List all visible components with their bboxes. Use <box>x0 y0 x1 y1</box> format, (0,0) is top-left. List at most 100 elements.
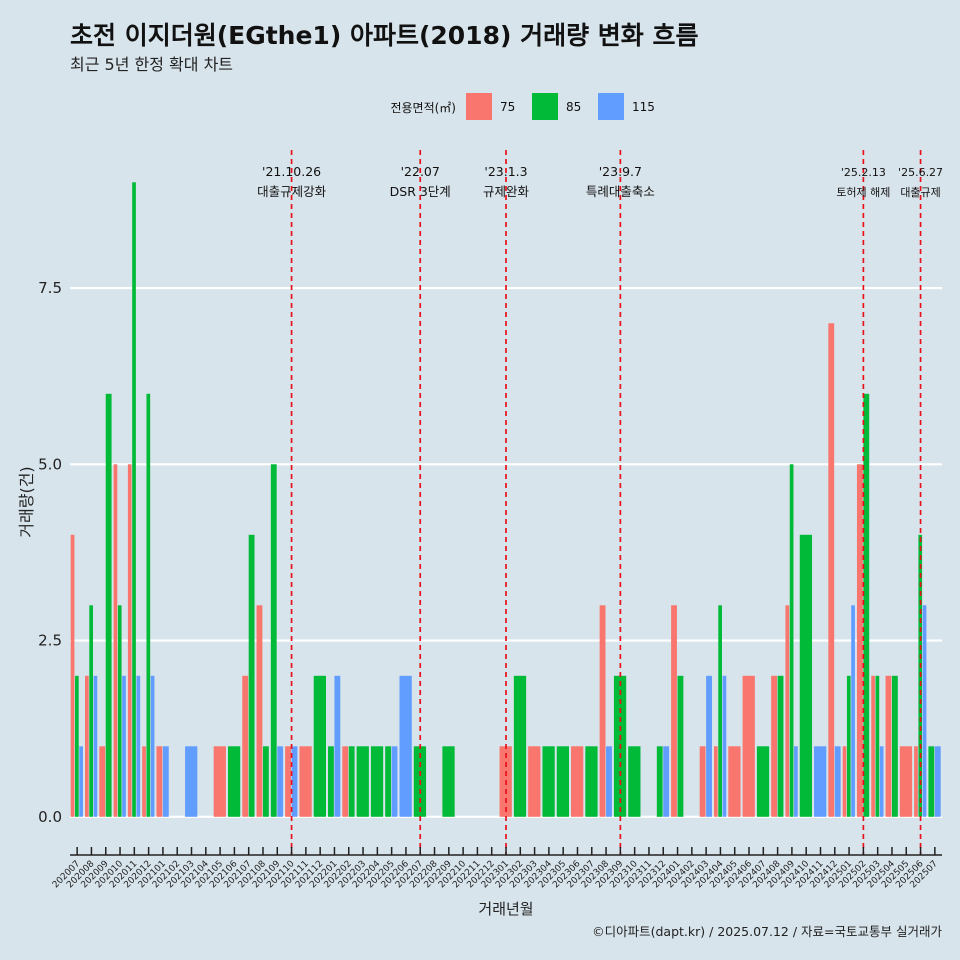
event-annotations: '21.10.26 대출규제강화 '22.07 DSR 3단계 '23.1.3 규제완화 '… <box>257 150 943 855</box>
legend-label: 75 <box>500 100 515 114</box>
event-date: '23.9.7 <box>599 164 642 179</box>
bar-75-202107 <box>242 675 249 817</box>
bar-85-202204 <box>370 746 384 817</box>
bar-75-202010 <box>113 464 118 817</box>
bar-115-202308 <box>606 746 612 817</box>
bar-85-202202 <box>348 746 355 817</box>
bar-85-202305 <box>556 746 570 817</box>
bar-75-202403 <box>699 746 706 817</box>
bars <box>70 182 941 817</box>
bar-85-202302 <box>513 675 527 817</box>
bar-115-202409 <box>794 746 798 817</box>
bar-85-202310 <box>628 746 641 817</box>
bar-75-202406 <box>742 675 755 817</box>
y-tick-label: 5.0 <box>38 455 62 473</box>
bar-115-202507 <box>934 746 941 817</box>
bar-75-202007 <box>70 534 75 817</box>
bar-75-202408 <box>771 675 778 817</box>
bar-85-202507 <box>928 746 935 817</box>
bar-75-202202 <box>342 746 349 817</box>
event-label: 대출규제강화 <box>257 184 327 199</box>
bar-85-202203 <box>356 746 369 817</box>
y-axis: 0.0 2.5 5.0 7.5 <box>38 279 62 826</box>
bar-75-202308 <box>599 605 606 817</box>
bar-85-202205 <box>385 746 392 817</box>
bar-75-202306 <box>571 746 584 817</box>
caption: ©디아파트(dapt.kr) / 2025.07.12 / 자료=국토교통부 실… <box>592 924 942 939</box>
bar-85-202007 <box>75 675 79 817</box>
y-axis-label: 거래량(건) <box>17 466 36 537</box>
bar-75-202111 <box>299 746 312 817</box>
bar-85-202012 <box>146 393 151 817</box>
bar-115-202412 <box>834 746 841 817</box>
bar-85-202201 <box>328 746 334 817</box>
bar-85-202112 <box>313 675 326 817</box>
bar-85-202011 <box>132 182 136 817</box>
bar-115-202411 <box>814 746 827 817</box>
bar-115-202012 <box>150 675 155 817</box>
legend: 전용면적(㎡) 75 85 115 <box>390 93 655 120</box>
bar-85-202108 <box>262 746 269 817</box>
bar-115-202007 <box>79 746 83 817</box>
bar-75-202506 <box>914 746 918 817</box>
bar-115-202101 <box>162 746 169 817</box>
event-date: '23.1.3 <box>484 164 527 179</box>
bar-115-202503 <box>879 746 884 817</box>
bar-85-202408 <box>777 675 784 817</box>
bar-85-202304 <box>542 746 555 817</box>
bar-85-202109 <box>270 464 277 817</box>
bar-115-202205 <box>391 746 398 817</box>
bar-75-202412 <box>828 323 835 817</box>
bar-75-202011 <box>127 464 132 817</box>
bar-75-202108 <box>256 605 263 817</box>
bar-115-202312 <box>663 746 670 817</box>
y-tick-label: 2.5 <box>38 632 62 650</box>
bar-75-202105 <box>213 746 226 817</box>
bar-75-202008 <box>85 675 89 817</box>
bar-75-202504 <box>885 675 892 817</box>
bar-115-202008 <box>93 675 98 817</box>
bar-75-202503 <box>871 675 875 817</box>
bar-85-202409 <box>789 464 794 817</box>
bar-115-202501 <box>851 605 855 817</box>
bar-85-202106 <box>227 746 241 817</box>
bar-75-202303 <box>528 746 541 817</box>
bar-85-202312 <box>656 746 663 817</box>
bar-85-202501 <box>846 675 851 817</box>
legend-title: 전용면적(㎡) <box>390 101 456 115</box>
bar-85-202009 <box>105 393 112 817</box>
bar-115-202109 <box>277 746 284 817</box>
event-date: '21.10.26 <box>262 164 321 179</box>
bar-85-202410 <box>799 534 813 817</box>
bar-115-202201 <box>334 675 341 817</box>
bar-85-202401 <box>677 675 684 817</box>
bar-115-202404 <box>722 675 727 817</box>
bar-85-202008 <box>89 605 93 817</box>
bar-115-202506 <box>922 605 927 817</box>
bar-85-202503 <box>875 675 880 817</box>
x-axis-label: 거래년월 <box>478 900 533 918</box>
bar-85-202010 <box>117 605 122 817</box>
event-date: '25.6.27 <box>898 166 943 179</box>
bar-85-202404 <box>718 605 722 817</box>
bar-75-202404 <box>713 746 718 817</box>
chart-title: 초전 이지더원(EGthe1) 아파트(2018) 거래량 변화 흐름 <box>70 21 699 50</box>
event-date: '25.2.13 <box>841 166 886 179</box>
bar-75-202409 <box>785 605 790 817</box>
event-label: 토허제 해제 <box>836 185 890 199</box>
bar-115-202103 <box>185 746 198 817</box>
bar-75-202012 <box>142 746 146 817</box>
bar-75-202501 <box>842 746 847 817</box>
event-label: 대출규제 <box>900 186 940 199</box>
bar-115-202206 <box>399 675 412 817</box>
event-label: DSR 3단계 <box>390 184 451 199</box>
bar-115-202110 <box>291 746 298 817</box>
x-axis: 2020072020082020092020102020112020122021… <box>51 847 942 890</box>
y-tick-label: 0.0 <box>38 808 62 826</box>
chart-subtitle: 최근 5년 한정 확대 차트 <box>70 55 233 74</box>
legend-label: 85 <box>566 100 581 114</box>
bar-115-202403 <box>706 675 712 817</box>
legend-swatch-115 <box>598 93 624 120</box>
bar-115-202010 <box>122 675 126 817</box>
